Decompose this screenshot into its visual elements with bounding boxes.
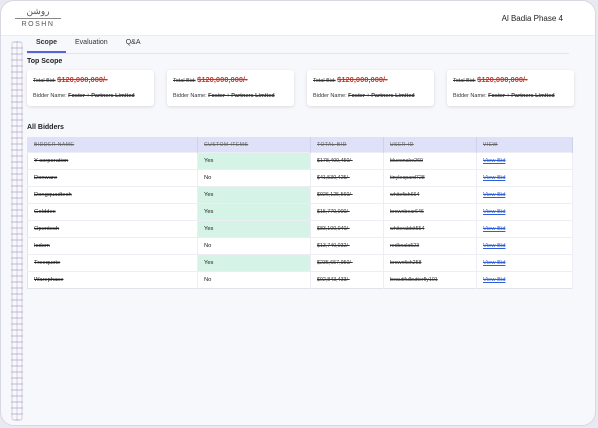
user-id-cell: whitefish664 (383, 186, 477, 204)
scope-card[interactable]: Total Bid: $120,000,000/- Bidder Name: F… (167, 70, 294, 106)
top-scope-cards: Total Bid: $120,000,000/- Bidder Name: F… (27, 70, 574, 106)
total-bid-cell: $13,740,032/- (310, 237, 384, 255)
bidder-name-value: Foster + Partners Limited (348, 93, 415, 99)
scope-card[interactable]: Total Bid: $120,000,000/- Bidder Name: F… (307, 70, 434, 106)
table-row: Y-corporation Yes $178,400,450/- bluesna… (27, 152, 573, 170)
column-header-custom-items[interactable]: CUSTOM ITEMS (197, 137, 311, 153)
user-id-cell: bluesnake260 (383, 152, 477, 170)
user-id-cell: brownfish258 (383, 254, 477, 272)
top-header: روشن ROSHN Al Badia Phase 4 (1, 1, 595, 36)
view-bid-link[interactable]: View Bid (483, 226, 506, 232)
decorative-pattern (11, 41, 23, 421)
total-bid-label: Total Bid: (173, 78, 196, 84)
bidder-name-label: Bidder Name: (173, 93, 207, 99)
bidder-name-value: Foster + Partners Limited (208, 93, 275, 99)
total-bid-label: Total Bid: (313, 78, 336, 84)
bidder-name-cell: Golddex (27, 203, 198, 221)
view-bid-link[interactable]: View Bid (483, 158, 506, 164)
user-id-cell: beautifulbutterfly101 (383, 271, 477, 289)
user-id-cell: redkoala523 (383, 237, 477, 255)
bidder-name-label: Bidder Name: (453, 93, 487, 99)
total-bid-cell: $92,843,433/- (310, 271, 384, 289)
total-bid-value: $120,000,000/- (337, 75, 388, 84)
tab-evaluation[interactable]: Evaluation (75, 39, 108, 46)
roshn-logo[interactable]: روشن ROSHN (15, 7, 61, 29)
table-row: Opentech Yes $83,100,040/- whiterabbit55… (27, 220, 573, 238)
view-bid-link[interactable]: View Bid (483, 243, 506, 249)
tab-scope[interactable]: Scope (27, 39, 67, 53)
all-bidders-title: All Bidders (27, 124, 64, 131)
table-row: Dongquadtech Yes $926,125,560/- whitefis… (27, 186, 573, 204)
custom-items-cell: Yes (197, 254, 311, 272)
total-bid-cell: $83,100,040/- (310, 220, 384, 238)
total-bid-cell: $178,400,450/- (310, 152, 384, 170)
table-row: Warephase No $92,843,433/- beautifulbutt… (27, 271, 573, 289)
table-row: Golddex Yes $15,770,000/- brownbear646 V… (27, 203, 573, 221)
bidder-name-value: Foster + Partners Limited (68, 93, 135, 99)
view-bid-link[interactable]: View Bid (483, 209, 506, 215)
bidder-name-cell: Donware (27, 169, 198, 187)
logo-english-text: ROSHN (21, 21, 55, 28)
column-header-user-id[interactable]: USER ID (383, 137, 477, 153)
bidder-name-cell: Warephase (27, 271, 198, 289)
view-bid-link[interactable]: View Bid (483, 260, 506, 266)
user-id-cell: brownbear646 (383, 203, 477, 221)
tab-divider (27, 53, 569, 54)
column-header-total-bid[interactable]: TOTAL BID (310, 137, 384, 153)
total-bid-cell: $41,530,425/- (310, 169, 384, 187)
custom-items-cell: No (197, 237, 311, 255)
table-row: Isdom No $13,740,032/- redkoala523 View … (27, 237, 573, 255)
view-bid-link[interactable]: View Bid (483, 192, 506, 198)
bidders-table: BIDDER NAME CUSTOM ITEMS TOTAL BID USER … (27, 137, 573, 289)
scope-card[interactable]: Total Bid: $120,000,000/- Bidder Name: F… (447, 70, 574, 106)
custom-items-cell: Yes (197, 186, 311, 204)
bidder-name-cell: Isdom (27, 237, 198, 255)
custom-items-cell: Yes (197, 203, 311, 221)
project-name: Al Badia Phase 4 (501, 14, 563, 23)
tab-qa[interactable]: Q&A (125, 39, 141, 46)
bidder-name-value: Foster + Partners Limited (488, 93, 555, 99)
logo-arabic-text: روشن (26, 7, 50, 17)
view-bid-link[interactable]: View Bid (483, 277, 506, 283)
total-bid-value: $120,000,000/- (197, 75, 248, 84)
bidder-name-label: Bidder Name: (33, 93, 67, 99)
user-id-cell: whiterabbit554 (383, 220, 477, 238)
total-bid-cell: $15,770,000/- (310, 203, 384, 221)
scope-card[interactable]: Total Bid: $120,000,000/- Bidder Name: F… (27, 70, 154, 106)
total-bid-label: Total Bid: (453, 78, 476, 84)
user-id-cell: tinyleopard728 (383, 169, 477, 187)
custom-items-cell: Yes (197, 152, 311, 170)
top-scope-title: Top Scope (27, 58, 63, 65)
custom-items-cell: Yes (197, 220, 311, 238)
total-bid-value: $120,000,000/- (57, 75, 108, 84)
total-bid-cell: $926,125,560/- (310, 186, 384, 204)
logo-divider (15, 18, 61, 19)
column-header-view[interactable]: VIEW (476, 137, 573, 153)
bidder-name-cell: Dongquadtech (27, 186, 198, 204)
view-bid-link[interactable]: View Bid (483, 175, 506, 181)
total-bid-cell: $235,657,950/- (310, 254, 384, 272)
custom-items-cell: No (197, 169, 311, 187)
bidder-name-cell: Treequote (27, 254, 198, 272)
bidder-name-label: Bidder Name: (313, 93, 347, 99)
table-row: Treequote Yes $235,657,950/- brownfish25… (27, 254, 573, 272)
column-header-bidder-name[interactable]: BIDDER NAME (27, 137, 198, 153)
tab-bar: Scope Evaluation Q&A (27, 39, 150, 53)
custom-items-cell: No (197, 271, 311, 289)
total-bid-value: $120,000,000/- (477, 75, 528, 84)
table-row: Donware No $41,530,425/- tinyleopard728 … (27, 169, 573, 187)
total-bid-label: Total Bid: (33, 78, 56, 84)
bidder-name-cell: Opentech (27, 220, 198, 238)
bidder-name-cell: Y-corporation (27, 152, 198, 170)
table-header-row: BIDDER NAME CUSTOM ITEMS TOTAL BID USER … (27, 137, 573, 153)
